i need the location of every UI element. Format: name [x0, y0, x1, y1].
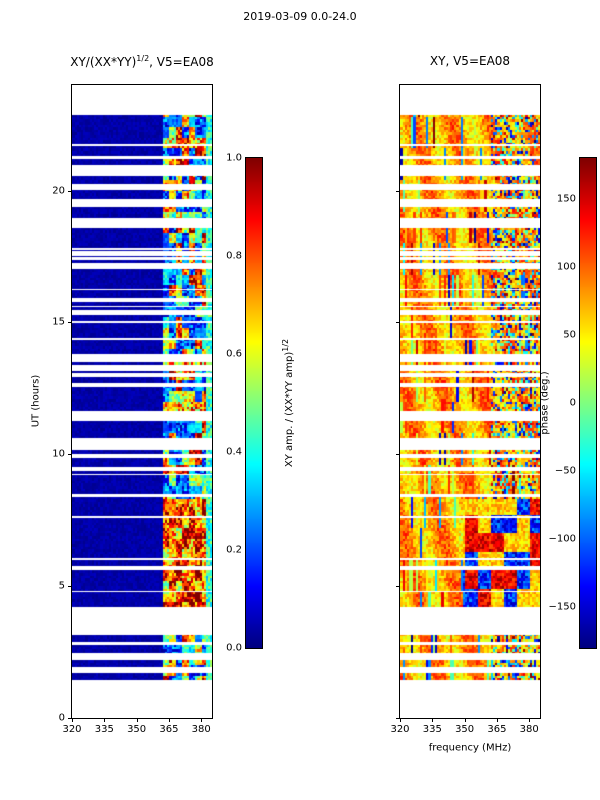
left-colorbar-label: XY amp. / (XX*YY amp)1/2 [281, 339, 295, 467]
colorbar-tick-label: 0.4 [226, 446, 242, 458]
x-tick-label: 365 [487, 724, 507, 735]
x-tick-label: 350 [127, 724, 147, 735]
left-colorbar [245, 157, 263, 649]
left-colorbar-label-sup: 1/2 [280, 338, 290, 352]
right-heatmap-panel [399, 84, 541, 719]
y-axis-label: UT (hours) [30, 374, 42, 428]
left-title-base: XY/(XX*YY) [70, 55, 137, 69]
y-tick-mark [68, 190, 72, 192]
colorbar-tick-label: 150 [556, 193, 576, 205]
x-tick-mark [201, 718, 203, 722]
colorbar-tick-label: 0.6 [226, 348, 242, 360]
colorbar-tick-label: −100 [548, 533, 576, 545]
colorbar-tick-label: 0.8 [226, 250, 242, 262]
x-tick-mark [168, 718, 170, 722]
y-tick-mark [396, 454, 400, 456]
right-colorbar-label: phase (deg.) [540, 371, 551, 434]
x-tick-mark [529, 718, 531, 722]
x-tick-label: 350 [455, 724, 475, 735]
colorbar-tick-label: −150 [548, 601, 576, 613]
colorbar-tick-label: 0.2 [226, 544, 242, 556]
right-title-base: XY, V5=EA08 [429, 54, 511, 68]
left-heatmap-canvas [72, 85, 212, 718]
x-tick-label: 380 [519, 724, 539, 735]
colorbar-tick-label: 1.0 [226, 152, 242, 164]
left-colorbar-canvas [246, 158, 262, 648]
y-tick-label: 10 [52, 448, 65, 460]
x-axis-label: frequency (MHz) [428, 742, 512, 754]
colorbar-tick-label: 0.0 [226, 642, 242, 654]
y-tick-label: 15 [52, 316, 65, 328]
y-tick-mark [68, 586, 72, 588]
x-tick-label: 380 [191, 724, 211, 735]
y-tick-mark [68, 322, 72, 324]
colorbar-tick-label: 100 [556, 261, 576, 273]
y-tick-mark [396, 586, 400, 588]
x-tick-mark [72, 718, 73, 722]
x-tick-label: 335 [422, 724, 442, 735]
colorbar-tick-label: 50 [563, 329, 576, 341]
left-heatmap-panel [71, 84, 213, 719]
left-title-rest: , V5=EA08 [149, 55, 214, 69]
x-tick-mark [432, 718, 434, 722]
right-colorbar-label-base: phase (deg.) [539, 371, 551, 435]
y-tick-label: 5 [58, 580, 65, 592]
x-tick-label: 365 [159, 724, 179, 735]
left-title-sup: 1/2 [136, 54, 150, 63]
x-tick-mark [496, 718, 498, 722]
right-colorbar-canvas [580, 158, 596, 648]
right-panel-title: XY, V5=EA08 [370, 54, 570, 68]
y-tick-mark [68, 454, 72, 456]
y-tick-mark [68, 718, 72, 719]
x-tick-mark [136, 718, 138, 722]
left-colorbar-label-base: XY amp. / (XX*YY amp) [284, 351, 296, 468]
x-tick-mark [400, 718, 401, 722]
y-tick-mark [396, 322, 400, 324]
y-tick-mark [396, 190, 400, 192]
y-tick-label: 20 [52, 185, 65, 196]
x-tick-mark [104, 718, 106, 722]
x-tick-label: 320 [62, 724, 82, 735]
x-tick-label: 335 [94, 724, 114, 735]
right-colorbar [579, 157, 597, 649]
figure-title: 2019-03-09 0.0-24.0 [243, 10, 357, 23]
y-tick-mark [396, 718, 400, 719]
x-tick-label: 320 [390, 724, 410, 735]
colorbar-tick-label: −50 [554, 465, 576, 477]
right-heatmap-canvas [400, 85, 540, 718]
x-tick-mark [464, 718, 466, 722]
left-panel-title: XY/(XX*YY)1/2, V5=EA08 [42, 54, 242, 69]
colorbar-tick-label: 0 [569, 397, 576, 409]
y-tick-label: 0 [58, 712, 65, 724]
